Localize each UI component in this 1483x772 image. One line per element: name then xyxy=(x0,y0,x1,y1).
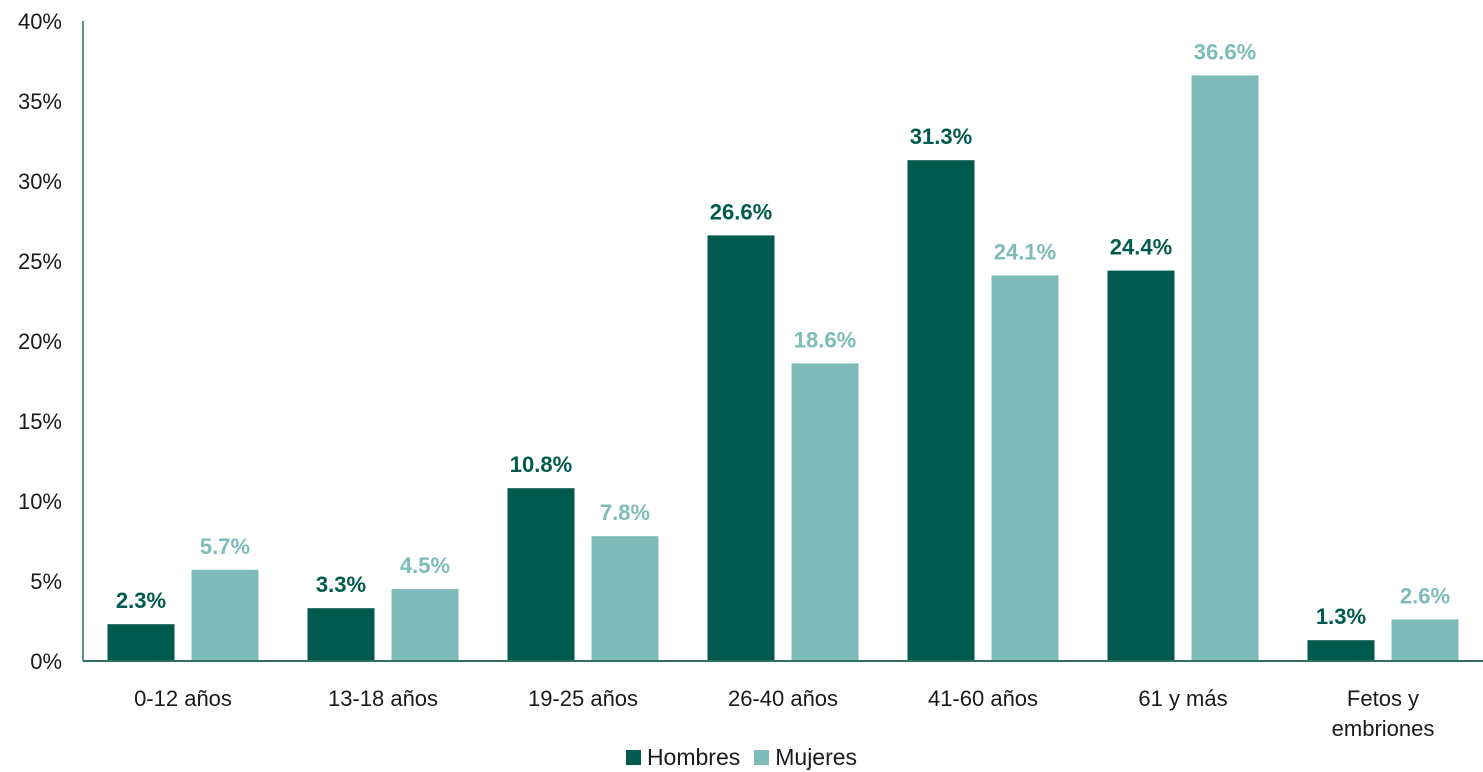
bar-hombres xyxy=(1107,270,1175,661)
bar-mujeres xyxy=(1391,619,1459,661)
data-label-hombres: 31.3% xyxy=(910,124,972,149)
data-label-hombres: 1.3% xyxy=(1316,604,1366,629)
y-tick-label: 20% xyxy=(18,329,62,354)
x-tick-label: 0-12 años xyxy=(134,686,232,711)
legend-swatch-mujeres xyxy=(754,749,770,765)
bar-mujeres xyxy=(191,569,259,661)
data-label-mujeres: 24.1% xyxy=(994,239,1056,264)
y-tick-label: 15% xyxy=(18,409,62,434)
x-tick-label: embriones xyxy=(1332,716,1435,741)
x-tick-label: 19-25 años xyxy=(528,686,638,711)
bar-mujeres xyxy=(591,536,659,661)
data-label-hombres: 3.3% xyxy=(316,572,366,597)
legend-swatch-hombres xyxy=(625,749,641,765)
data-label-mujeres: 18.6% xyxy=(794,327,856,352)
bar-mujeres xyxy=(991,275,1059,661)
bar-mujeres xyxy=(791,363,859,661)
bar-hombres xyxy=(907,160,975,661)
bar-mujeres xyxy=(391,589,459,661)
legend-label-mujeres: Mujeres xyxy=(775,743,858,770)
legend-item-mujeres: Mujeres xyxy=(754,744,857,771)
x-tick-label: 26-40 años xyxy=(728,686,838,711)
x-tick-label: 41-60 años xyxy=(928,686,1038,711)
bar-hombres xyxy=(707,235,775,661)
bar-hombres xyxy=(307,608,375,661)
x-tick-label: 61 y más xyxy=(1138,686,1227,711)
bar-hombres xyxy=(1307,640,1375,661)
data-label-mujeres: 2.6% xyxy=(1400,583,1450,608)
x-tick-label: 13-18 años xyxy=(328,686,438,711)
data-label-mujeres: 5.7% xyxy=(200,534,250,559)
bar-mujeres xyxy=(1191,75,1259,661)
legend-item-hombres: Hombres xyxy=(625,743,741,771)
data-label-hombres: 2.3% xyxy=(116,588,166,613)
y-tick-label: 5% xyxy=(30,569,62,594)
data-label-hombres: 24.4% xyxy=(1110,235,1172,260)
bar-hombres xyxy=(507,488,575,661)
bars xyxy=(107,75,1459,661)
y-tick-label: 25% xyxy=(18,249,62,274)
y-axis-ticks: 0% 5% 10% 15% 20% 25% 30% 35% 40% xyxy=(18,9,62,674)
bar-hombres xyxy=(107,624,175,661)
x-tick-label: Fetos y xyxy=(1347,686,1419,711)
y-tick-label: 35% xyxy=(18,89,62,114)
legend: Hombres Mujeres xyxy=(0,742,1483,772)
y-tick-label: 30% xyxy=(18,169,62,194)
y-tick-label: 0% xyxy=(30,649,62,674)
data-label-hombres: 10.8% xyxy=(510,452,572,477)
legend-label-hombres: Hombres xyxy=(646,743,741,770)
data-label-mujeres: 4.5% xyxy=(400,553,450,578)
data-label-mujeres: 36.6% xyxy=(1194,39,1256,64)
y-tick-label: 10% xyxy=(18,489,62,514)
data-labels: 2.3% 5.7% 3.3% 4.5% 10.8% 7.8% 26.6% 18.6% 31.3%… xyxy=(116,39,1450,629)
y-tick-label: 40% xyxy=(18,9,62,34)
x-axis-ticks: 0-12 años 13-18 años 19-25 años 26-40 años 4… xyxy=(134,686,1434,741)
data-label-hombres: 26.6% xyxy=(710,199,772,224)
data-label-mujeres: 7.8% xyxy=(600,500,650,525)
